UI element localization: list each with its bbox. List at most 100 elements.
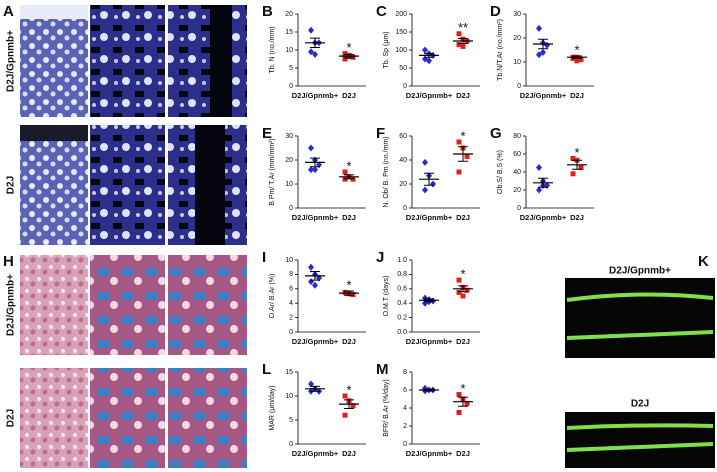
significance: * [346,40,351,55]
panel-letter: M [376,361,389,378]
y-axis-label: N. Ob/ B. Pm (no./mm) [383,136,390,207]
y-tick-label: 0.0 [397,329,407,336]
data-point [536,24,542,32]
micrograph [20,125,88,141]
y-axis-label: MAR (µm/day) [269,385,276,430]
y-axis-label: Ob.S/ B.S (%) [497,150,504,194]
y-tick-label: 0 [289,83,293,90]
error-bar [458,285,468,293]
y-tick-label: 0 [289,441,293,448]
data-point [312,166,318,174]
micrograph [20,125,88,245]
panel-letter: B [262,3,273,20]
error-bar [310,37,320,48]
panel-letter: A [3,3,14,20]
y-tick-label: 10 [513,59,521,66]
y-tick-label: 200 [395,11,407,18]
data-point [460,293,466,299]
y-tick-label: 20 [399,181,407,188]
data-point [312,50,318,58]
error-bar [310,157,320,168]
significance: * [346,382,351,397]
micrograph [168,368,247,468]
data-point [456,139,462,145]
y-tick-label: 100 [395,47,407,54]
x-tick-label: D2J/Gpnmb+ [406,91,453,100]
error-bar [344,290,354,296]
y-tick-label: 15 [285,369,293,376]
data-point [574,58,580,64]
data-point [312,281,318,289]
data-point [342,56,348,62]
micrograph [90,368,165,468]
x-tick-label: D2J [456,449,470,458]
fluorescent-label [566,292,714,340]
panel-letter: L [262,361,271,378]
significance: * [460,381,465,396]
micrograph [210,5,232,117]
y-tick-label: 6 [289,286,293,293]
data-point [342,393,348,399]
image-title: D2J [631,399,649,410]
error-bar [310,385,320,392]
y-tick-label: 80 [513,133,521,140]
data-point [570,156,576,161]
row-label: D2J [6,409,17,427]
x-tick-label: D2J/Gpnmb+ [520,91,567,100]
error-bar [538,177,548,188]
micrographs [20,5,715,468]
data-point [342,51,348,57]
y-tick-label: 10 [285,181,293,188]
panel-letter: G [490,125,502,142]
y-tick-label: 40 [399,157,407,164]
y-axis-label: O.Ar/ B.Ar (%) [269,274,276,319]
x-tick-label: D2J [456,337,470,346]
y-tick-label: 8 [289,271,293,278]
data-point [308,26,314,34]
error-bar [572,55,582,59]
error-bar [424,388,434,392]
y-tick-label: 30 [285,133,293,140]
y-axis-label: Tb. Sp (µm) [383,31,390,68]
y-tick-label: 0 [289,329,293,336]
data-point [464,401,470,406]
y-tick-label: 5 [289,417,293,424]
y-tick-label: 60 [513,151,521,158]
y-tick-label: 8 [403,369,407,376]
y-tick-label: 0 [517,83,521,90]
x-tick-label: D2J [342,91,356,100]
error-bar [458,146,468,162]
y-tick-label: 20 [513,187,521,194]
error-bar [344,399,354,409]
significance: ** [458,20,468,35]
significance: * [460,128,465,143]
data-point [350,403,356,409]
y-tick-label: 0 [403,83,407,90]
micrograph [168,255,247,355]
y-tick-label: 150 [395,29,407,36]
x-tick-label: D2J [456,91,470,100]
error-bar [424,53,434,58]
error-bar [344,174,354,180]
significance: * [574,145,579,160]
micrograph [20,5,88,117]
y-tick-label: 1.0 [397,257,407,264]
data-point [456,277,462,283]
y-tick-label: 0 [289,205,293,212]
micrograph [168,5,247,117]
data-point [536,164,542,171]
data-point [422,186,428,194]
data-point [422,158,428,166]
y-tick-label: 20 [513,35,521,42]
data-point [426,57,432,65]
data-point [570,171,576,177]
data-point [308,166,314,174]
data-point [536,186,542,194]
x-tick-label: D2J [456,213,470,222]
x-tick-label: D2J/Gpnmb+ [292,449,339,458]
y-tick-label: 6 [403,387,407,394]
error-bar [458,396,468,407]
y-tick-label: 0 [403,441,407,448]
data-point [422,46,428,54]
